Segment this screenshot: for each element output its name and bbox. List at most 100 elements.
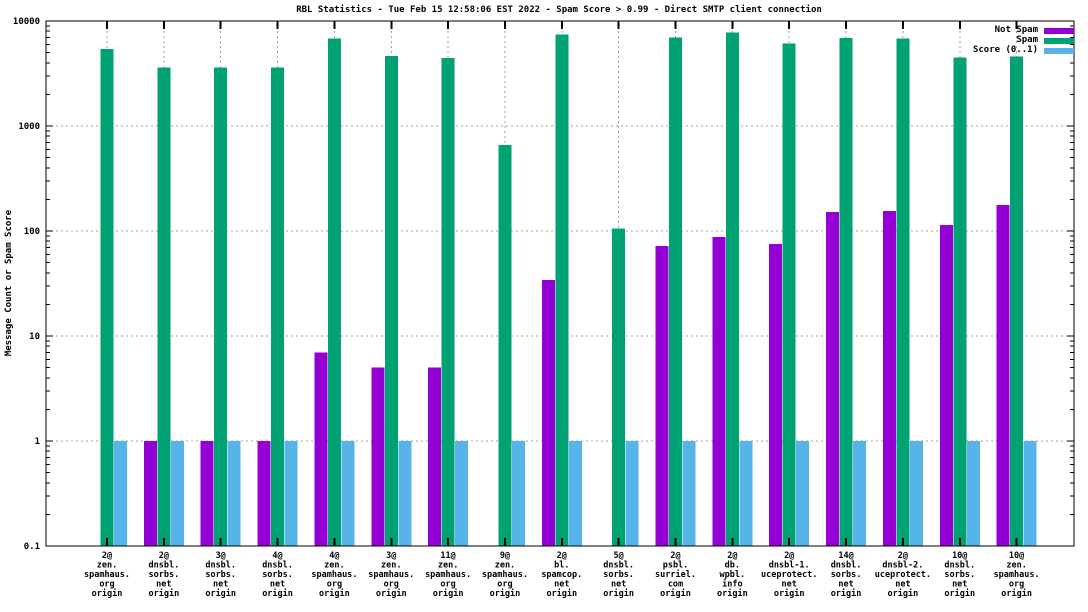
x-category-label-line: spamhaus. (482, 570, 528, 580)
x-category-label-line: 3@ (216, 551, 226, 561)
x-category-label-line: 9@ (500, 551, 510, 561)
x-category-label-line: origin (546, 588, 577, 599)
legend-swatch-not-spam (1044, 27, 1074, 34)
x-category-label-line: dnsbl. (831, 561, 862, 571)
bar-spam (384, 55, 398, 546)
x-category-label-line: zen. (97, 561, 117, 571)
bar-not-spam (655, 245, 669, 546)
x-category-label-line: 4@ (272, 551, 282, 561)
chart-title: RBL Statistics - Tue Feb 15 12:58:06 EST… (296, 5, 822, 15)
x-category-label-line: 11@ (440, 551, 455, 561)
x-category-label-line: 2@ (670, 551, 680, 561)
x-category-label: 14@ dnsbl. sorbs. net origin (831, 551, 862, 599)
x-category-label-line: net (952, 580, 967, 590)
x-category-label: 9@ zen. spamhaus. org origin (482, 551, 528, 599)
bar-score-0-1 (511, 441, 525, 546)
x-category-label: 3@ dnsbl. sorbs. net origin (205, 551, 236, 599)
x-category-label-line: 2@ (727, 551, 737, 561)
x-category-label: 4@ dnsbl. sorbs. net origin (262, 551, 293, 599)
x-category-label-line: origin (717, 588, 748, 599)
x-category-label-line: db. (725, 561, 740, 571)
x-category-label-line: org (99, 580, 114, 590)
bar-score-0-1 (455, 441, 469, 546)
bar-score-0-1 (341, 441, 355, 546)
bar-not-spam (996, 204, 1010, 546)
x-category-label-line: origin (433, 588, 464, 599)
x-category-label-line: zen. (1006, 561, 1026, 571)
bar-not-spam (541, 280, 555, 546)
x-category-label-line: dnsbl. (944, 561, 975, 571)
legend-swatch-spam (1044, 37, 1074, 44)
bar-spam (327, 38, 341, 547)
legend-label-spam: Spam (1016, 35, 1038, 45)
bar-spam (669, 37, 682, 546)
bar-score-0-1 (853, 441, 867, 546)
x-category-label-line: bl. (554, 561, 569, 571)
bar-spam (555, 34, 569, 546)
bar-spam (1010, 56, 1024, 546)
x-category-label-line: origin (92, 588, 123, 599)
x-category-label-line: spamhaus. (84, 570, 130, 580)
x-category-label: 2@ db. wpbl. info origin (717, 551, 748, 599)
x-category-label-line: net (270, 580, 285, 590)
x-category-label-line: zen. (438, 561, 458, 571)
bar-score-0-1 (739, 441, 753, 546)
bar-not-spam (712, 236, 726, 546)
bar-score-0-1 (568, 441, 582, 546)
x-category-label-line: zen. (495, 561, 515, 571)
legend-item-not-spam: Not Spam (973, 26, 1074, 35)
x-category-label-line: psbl. (663, 561, 689, 571)
x-category-label-line: spamhaus. (994, 570, 1040, 580)
bar-spam (782, 43, 796, 546)
x-category-label-line: origin (1001, 588, 1032, 599)
x-category-label: 3@ zen. spamhaus. org origin (368, 551, 414, 599)
x-category-label-line: dnsbl. (148, 561, 179, 571)
x-category-label-line: 5@ (614, 551, 624, 561)
bar-not-spam (200, 441, 214, 546)
bar-spam (839, 37, 853, 547)
bar-not-spam (882, 211, 896, 546)
x-category-label-line: spamcop. (541, 570, 582, 580)
bar-not-spam (371, 367, 385, 546)
x-category-label-line: org (327, 580, 342, 590)
bar-spam (953, 57, 967, 546)
x-category-label-line: org (1009, 580, 1024, 590)
x-category-label-line: origin (944, 588, 975, 599)
x-category-label-line: wpbl. (720, 570, 746, 580)
bar-spam (157, 67, 171, 547)
x-category-label-line: 2@ (102, 551, 112, 561)
x-category-label: 11@ zen. spamhaus. org origin (425, 551, 471, 599)
x-category-label-line: net (213, 580, 228, 590)
bar-spam (498, 144, 512, 547)
x-category-label-line: info (722, 579, 742, 590)
x-category-label-line: 2@ (557, 551, 567, 561)
x-category-label-line: sorbs. (831, 570, 862, 580)
legend-item-score: Score (0..1) (973, 46, 1074, 55)
x-category-label-line: surriel. (655, 569, 696, 580)
x-category-label: 10@ zen. spamhaus. org origin (994, 551, 1040, 599)
x-category-label-line: org (440, 580, 455, 590)
x-category-label-line: 10@ (952, 551, 967, 561)
x-category-label-line: spamhaus. (425, 570, 471, 580)
bar-score-0-1 (966, 441, 980, 546)
bar-score-0-1 (1023, 441, 1037, 546)
x-category-label-line: origin (205, 588, 236, 599)
x-category-label-line: 2@ (898, 551, 908, 561)
x-category-label-line: zen. (381, 561, 401, 571)
x-category-label-line: org (384, 580, 399, 590)
x-category-label-line: dnsbl. (205, 561, 236, 571)
x-category-label-line: 4@ (329, 551, 339, 561)
x-category-label-line: spamhaus. (368, 570, 414, 580)
bar-not-spam (939, 225, 953, 546)
plot-border (45, 20, 1075, 547)
bar-score-0-1 (625, 441, 639, 546)
bar-spam (441, 57, 455, 546)
y-tick-label: 100 (24, 227, 40, 237)
bar-spam (100, 49, 114, 546)
bar-not-spam (826, 211, 840, 546)
x-category-label-line: origin (774, 588, 805, 599)
bar-not-spam (314, 352, 328, 546)
x-category-label-line: net (611, 580, 626, 590)
legend-item-spam: Spam (973, 35, 1074, 45)
